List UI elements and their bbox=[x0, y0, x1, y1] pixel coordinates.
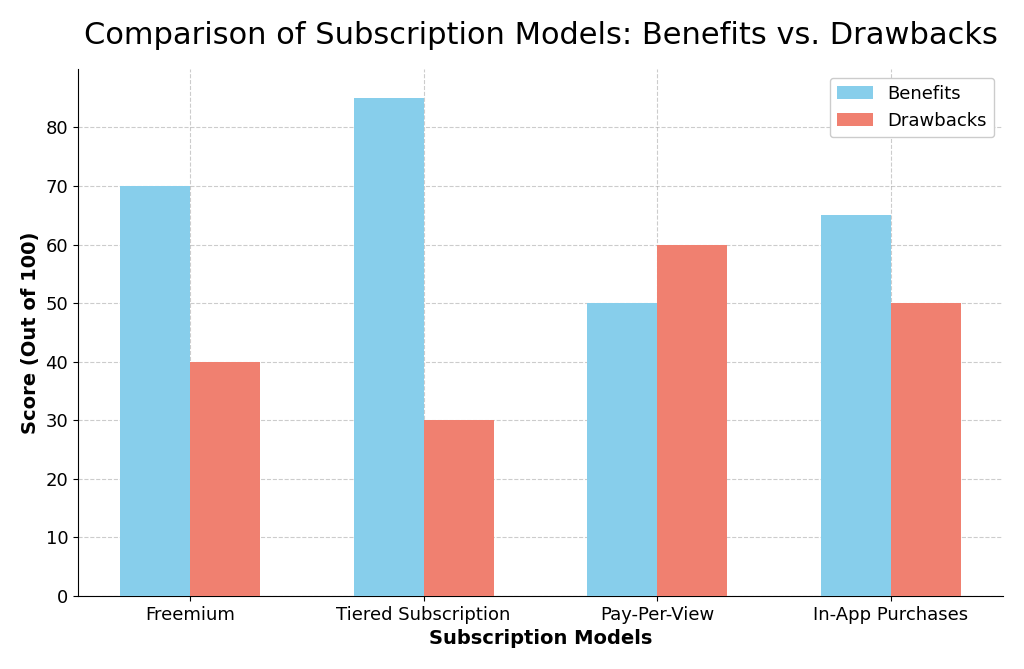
Bar bbox=[353, 98, 424, 596]
Bar bbox=[424, 420, 494, 596]
Legend: Benefits, Drawbacks: Benefits, Drawbacks bbox=[829, 78, 994, 137]
Bar bbox=[120, 186, 190, 596]
Bar bbox=[821, 215, 891, 596]
Bar bbox=[587, 303, 657, 596]
X-axis label: Subscription Models: Subscription Models bbox=[429, 629, 652, 648]
Bar bbox=[891, 303, 962, 596]
Bar bbox=[190, 362, 260, 596]
Title: Comparison of Subscription Models: Benefits vs. Drawbacks: Comparison of Subscription Models: Benef… bbox=[84, 21, 997, 50]
Y-axis label: Score (Out of 100): Score (Out of 100) bbox=[20, 231, 40, 434]
Bar bbox=[657, 244, 727, 596]
